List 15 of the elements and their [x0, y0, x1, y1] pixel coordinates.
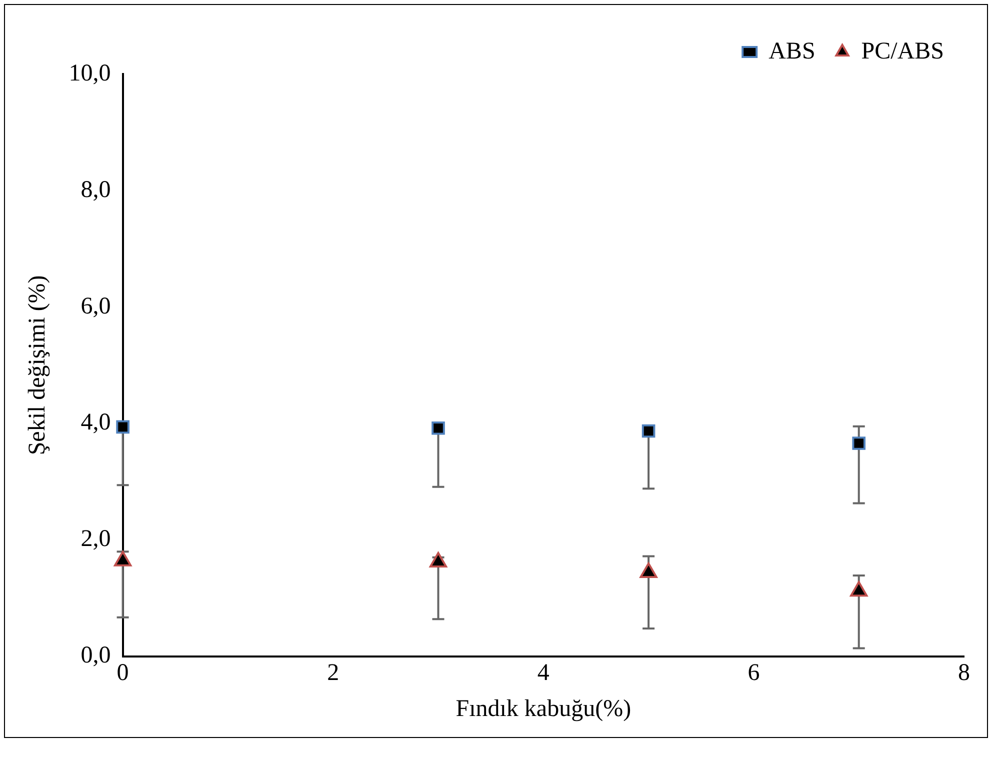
x-tick-label: 6 — [748, 660, 760, 686]
x-tick-label: 2 — [327, 660, 340, 686]
y-tick-label: 6,0 — [80, 293, 111, 320]
y-axis-title: Şekil değişimi (%) — [24, 275, 51, 456]
x-tick-label: 8 — [958, 660, 970, 686]
y-tick-label: 10,0 — [68, 60, 111, 86]
y-tick-label: 2,0 — [80, 526, 111, 552]
legend-label: PC/ABS — [861, 38, 944, 64]
x-tick-label: 0 — [116, 660, 129, 686]
y-tick-label: 4,0 — [80, 410, 111, 436]
x-axis-title: Fındık kabuğu(%) — [456, 696, 632, 722]
legend-label: ABS — [768, 38, 816, 64]
y-tick-label: 8,0 — [80, 176, 111, 203]
x-tick-label: 4 — [537, 660, 550, 686]
y-tick-label: 0,0 — [80, 642, 111, 669]
